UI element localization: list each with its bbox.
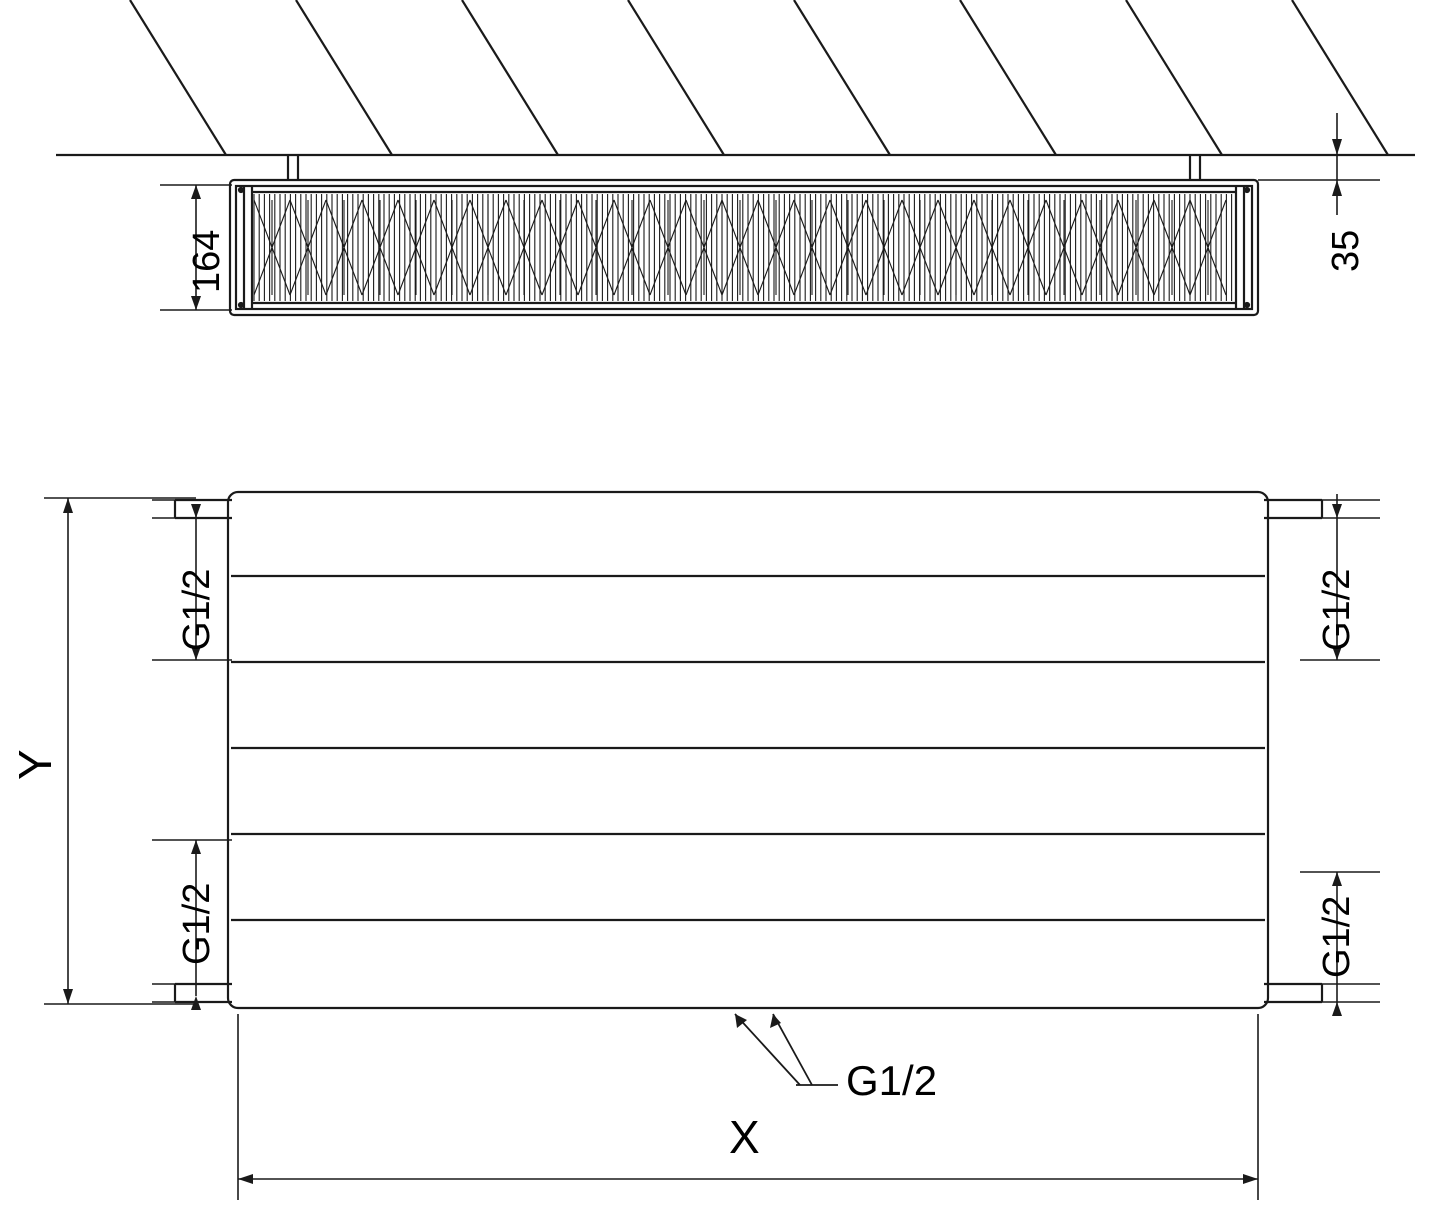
dimension-X	[237, 1014, 1259, 1200]
g12-label-right-bottom: G1/2	[1316, 895, 1358, 978]
wall-hatching	[56, 0, 1415, 157]
dimension-label-X: X	[729, 1111, 760, 1163]
dimension-label-35: 35	[1325, 229, 1367, 272]
dimension-label-Y: Y	[9, 749, 61, 780]
g12-dimension-right-bottom	[1300, 871, 1380, 1016]
g12-dimension-left-bottom	[152, 839, 232, 1010]
g12-label-bottom-center: G1/2	[846, 1057, 938, 1104]
g12-label-left-top: G1/2	[176, 568, 218, 651]
g12-label-right-top: G1/2	[1316, 568, 1358, 651]
g12-dimension-right-top	[1300, 494, 1380, 661]
g12-dimension-left-top	[152, 499, 232, 661]
g12-leader-lines	[734, 1013, 838, 1086]
dimension-35	[1258, 113, 1380, 215]
g12-label-left-bottom: G1/2	[176, 882, 218, 965]
front-elevation-body	[226, 490, 1270, 1010]
dimension-label-164: 164	[186, 229, 228, 293]
side-section-radiator	[228, 155, 1260, 317]
dimension-164	[160, 184, 232, 311]
dimension-Y	[44, 497, 196, 1005]
fin-zigzag-detail	[253, 199, 1227, 296]
convector-fins	[253, 194, 1233, 301]
